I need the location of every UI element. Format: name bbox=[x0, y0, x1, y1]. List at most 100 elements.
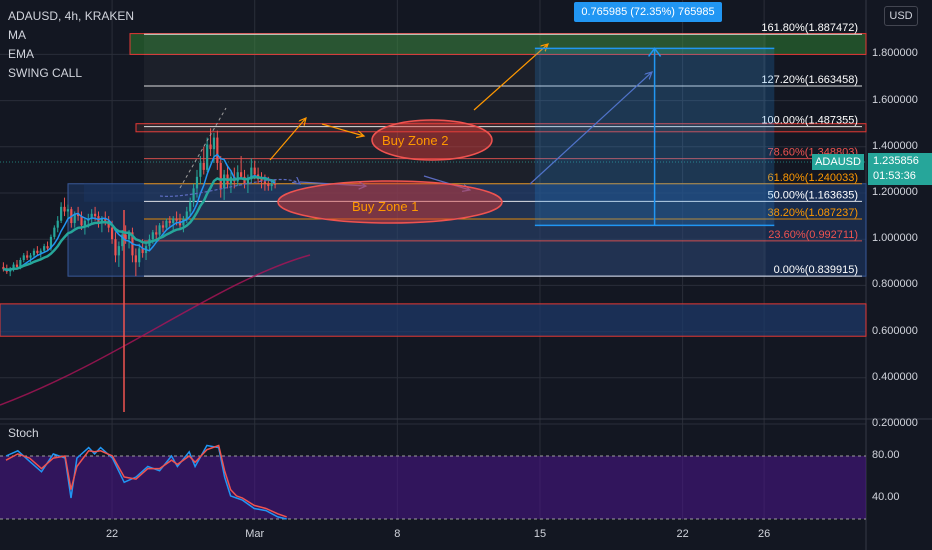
price-value: 1.235856 bbox=[873, 155, 919, 167]
measure-label: 0.765985 (72.35%) 765985 bbox=[574, 2, 722, 22]
candle-body bbox=[141, 248, 144, 254]
candle-body bbox=[60, 206, 63, 221]
fib-label: 161.80%(1.887472) bbox=[761, 22, 858, 34]
buy-zone-1-ellipse bbox=[277, 180, 503, 224]
y-tick-label: 1.200000 bbox=[872, 186, 918, 198]
candle-body bbox=[114, 239, 117, 256]
candle-body bbox=[121, 234, 124, 247]
candle-body bbox=[43, 246, 46, 251]
candle-body bbox=[100, 218, 103, 224]
candle-body bbox=[263, 181, 266, 184]
candle-body bbox=[165, 220, 168, 228]
candle-body bbox=[32, 250, 36, 256]
x-tick-label: Mar bbox=[245, 528, 265, 540]
zone-blue-main bbox=[67, 183, 867, 277]
price-tag: 1.235856 01:53:36 bbox=[868, 153, 932, 185]
candle-body bbox=[22, 255, 25, 260]
ema-line bbox=[3, 175, 276, 271]
y-tick-label: 0.600000 bbox=[872, 324, 918, 337]
candle-body bbox=[104, 218, 107, 221]
fib-area bbox=[144, 34, 766, 277]
ma-line bbox=[3, 153, 276, 272]
buy-zone-2-ellipse bbox=[371, 119, 493, 161]
projection-path-1 bbox=[159, 179, 300, 197]
y-tick-label: 1.000000 bbox=[872, 232, 918, 245]
candle-body bbox=[80, 216, 83, 226]
indicator-ema[interactable]: EMA bbox=[8, 47, 35, 61]
fib-label: 38.20%(1.087237) bbox=[767, 207, 858, 219]
candle-body bbox=[138, 248, 141, 263]
candle-body bbox=[73, 213, 76, 224]
fib-label: 23.60%(0.992711) bbox=[768, 229, 858, 241]
buy-zone-2-label: Buy Zone 2 bbox=[382, 133, 449, 148]
candle-body bbox=[273, 183, 277, 185]
candle-body bbox=[172, 218, 175, 224]
candle-body bbox=[212, 137, 216, 150]
symbol-tag: ADAUSD bbox=[812, 154, 864, 170]
stoch-label[interactable]: Stoch bbox=[8, 426, 39, 440]
x-tick-label: 26 bbox=[757, 528, 771, 540]
stoch-d-line bbox=[5, 444, 287, 518]
candle-body bbox=[46, 246, 49, 249]
candle-body bbox=[63, 206, 66, 212]
projection-path-4 bbox=[529, 72, 652, 185]
fib-label: 0.00%(0.839915) bbox=[774, 264, 858, 276]
indicator-swing-call[interactable]: SWING CALL bbox=[8, 66, 83, 80]
candle-body bbox=[110, 227, 114, 240]
candle-body bbox=[199, 162, 202, 177]
candle-body bbox=[175, 218, 178, 221]
candle-body bbox=[260, 179, 263, 182]
currency-button[interactable]: USD bbox=[884, 6, 918, 26]
y-tick-label: 1.400000 bbox=[872, 139, 918, 152]
candle-body bbox=[216, 137, 219, 163]
x-tick-label: 22 bbox=[676, 528, 689, 540]
fib-label: 50.00%(1.163635) bbox=[767, 189, 858, 201]
candle-body bbox=[15, 264, 19, 267]
candle-body bbox=[223, 174, 226, 189]
fib-label: 127.20%(1.663458) bbox=[761, 74, 858, 86]
buy-zone-1-label: Buy Zone 1 bbox=[352, 199, 419, 214]
candle-body bbox=[240, 172, 243, 177]
stoch-tick-label: 80.00 bbox=[872, 449, 900, 461]
zone-band-upper bbox=[84, 183, 866, 202]
fib-label: 61.80%(1.240033) bbox=[767, 172, 858, 184]
candle-body bbox=[209, 144, 212, 150]
candle-body bbox=[202, 162, 205, 170]
candle-body bbox=[185, 211, 188, 219]
stoch-band bbox=[0, 456, 866, 519]
fib-label: 100.00%(1.487355) bbox=[761, 115, 858, 127]
x-tick-label: 15 bbox=[533, 528, 547, 540]
candle-body bbox=[53, 227, 56, 237]
candle-body bbox=[250, 167, 253, 180]
y-tick-label: 0.200000 bbox=[872, 417, 918, 429]
indicator-ma[interactable]: MA bbox=[8, 28, 26, 42]
y-tick-label: 0.800000 bbox=[872, 278, 918, 291]
candle-body bbox=[236, 172, 239, 182]
arrow-target bbox=[473, 44, 548, 111]
candle-body bbox=[56, 220, 59, 228]
candle-body bbox=[26, 255, 29, 258]
candle-body bbox=[66, 209, 70, 212]
measure-arrowhead bbox=[647, 47, 662, 57]
candle-body bbox=[90, 213, 93, 219]
chart-title[interactable]: ADAUSD, 4h, KRAKEN bbox=[8, 9, 135, 23]
projection-path-3 bbox=[423, 175, 470, 190]
y-tick-label: 1.800000 bbox=[872, 47, 918, 60]
candle-body bbox=[2, 266, 5, 270]
candle-body bbox=[270, 183, 273, 187]
price-countdown: 01:53:36 bbox=[873, 170, 916, 182]
candle-body bbox=[151, 232, 154, 240]
candle-body bbox=[93, 213, 97, 217]
candle-body bbox=[127, 232, 131, 240]
candle-body bbox=[83, 220, 87, 226]
candle-body bbox=[77, 213, 80, 217]
swing-call-curve bbox=[0, 254, 311, 406]
stoch-tick-label: 40.00 bbox=[872, 491, 900, 503]
candle-body bbox=[49, 236, 53, 249]
x-tick-label: 8 bbox=[394, 528, 401, 540]
candle-body bbox=[253, 167, 256, 175]
zone-green-top bbox=[129, 33, 867, 55]
candle-body bbox=[29, 255, 32, 258]
candle-body bbox=[39, 250, 42, 254]
